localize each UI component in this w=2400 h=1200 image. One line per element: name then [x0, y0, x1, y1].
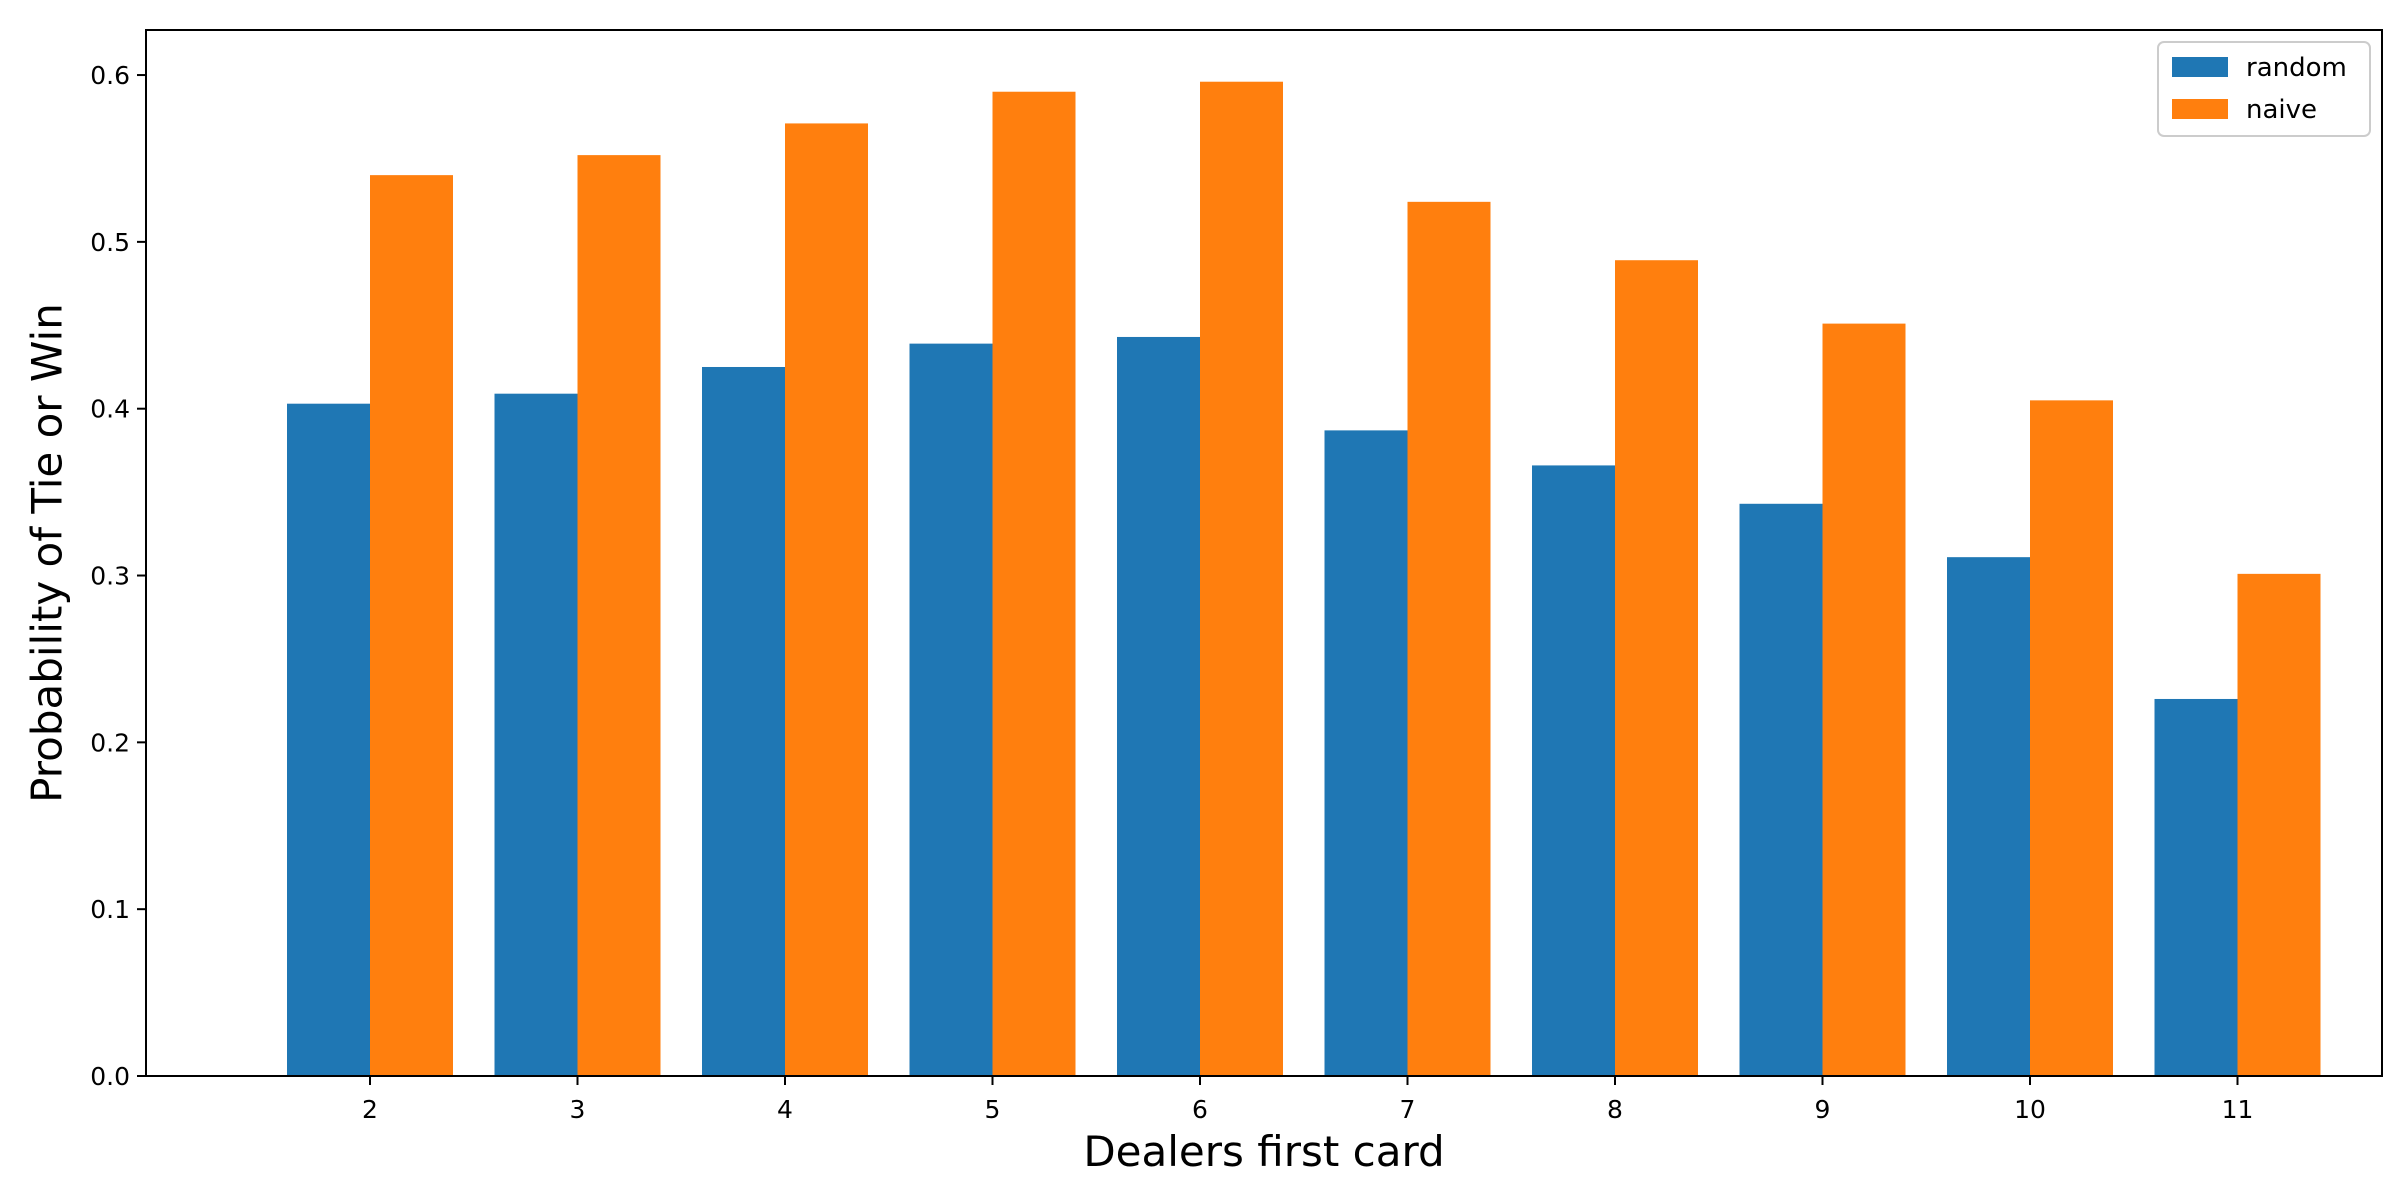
legend-swatch-random [2172, 57, 2228, 77]
bar-random-7 [1324, 430, 1408, 1076]
y-tick-label: 0.5 [90, 228, 130, 257]
y-tick-label: 0.2 [90, 728, 130, 757]
x-tick-label: 4 [777, 1095, 793, 1124]
bar-random-11 [2154, 698, 2238, 1076]
bar-naive-2 [370, 175, 453, 1076]
legend-swatch-naive [2172, 99, 2228, 119]
x-tick-label: 2 [362, 1095, 378, 1124]
bar-random-2 [287, 403, 370, 1077]
legend-label-naive: naive [2246, 95, 2317, 125]
legend: random naive [2157, 41, 2371, 137]
bar-random-4 [702, 366, 785, 1076]
y-tick-label: 0.0 [90, 1062, 130, 1091]
bar-random-10 [1947, 557, 2030, 1076]
bar-naive-7 [1407, 201, 1491, 1077]
bar-naive-10 [2030, 400, 2113, 1076]
legend-label-random: random [2246, 53, 2347, 83]
bar-random-9 [1739, 503, 1823, 1077]
x-tick-label: 7 [1400, 1095, 1416, 1124]
y-tick-label: 0.3 [90, 562, 130, 591]
x-axis-label: Dealers first card [1083, 1127, 1444, 1176]
y-tick-label: 0.4 [90, 395, 130, 424]
x-tick-label: 6 [1192, 1095, 1208, 1124]
bar-random-3 [494, 393, 578, 1076]
bar-random-6 [1117, 336, 1200, 1077]
bar-random-5 [909, 343, 993, 1076]
x-axis-ticks: 2 3 4 5 6 7 8 9 10 11 [362, 1076, 2253, 1124]
x-tick-label: 3 [570, 1095, 586, 1124]
bar-naive-8 [1615, 260, 1698, 1076]
plot-frame [145, 29, 2383, 1077]
y-tick-label: 0.6 [90, 61, 130, 90]
bars [287, 81, 2321, 1077]
x-tick-label: 10 [2014, 1095, 2046, 1124]
bar-random-8 [1532, 465, 1615, 1076]
y-tick-label: 0.1 [90, 895, 130, 924]
bar-naive-6 [1200, 81, 1283, 1076]
bar-naive-5 [992, 91, 1076, 1076]
bar-naive-9 [1822, 323, 1906, 1077]
y-axis-label: Probability of Tie or Win [23, 303, 72, 803]
x-tick-label: 11 [2222, 1095, 2254, 1124]
x-tick-label: 9 [1815, 1095, 1831, 1124]
x-tick-label: 5 [985, 1095, 1001, 1124]
y-axis-ticks: 0.0 0.1 0.2 0.3 0.4 0.5 0.6 [90, 61, 146, 1091]
x-tick-label: 8 [1607, 1095, 1623, 1124]
bar-naive-3 [577, 155, 661, 1076]
bar-naive-4 [785, 123, 868, 1076]
bar-naive-11 [2237, 573, 2321, 1076]
